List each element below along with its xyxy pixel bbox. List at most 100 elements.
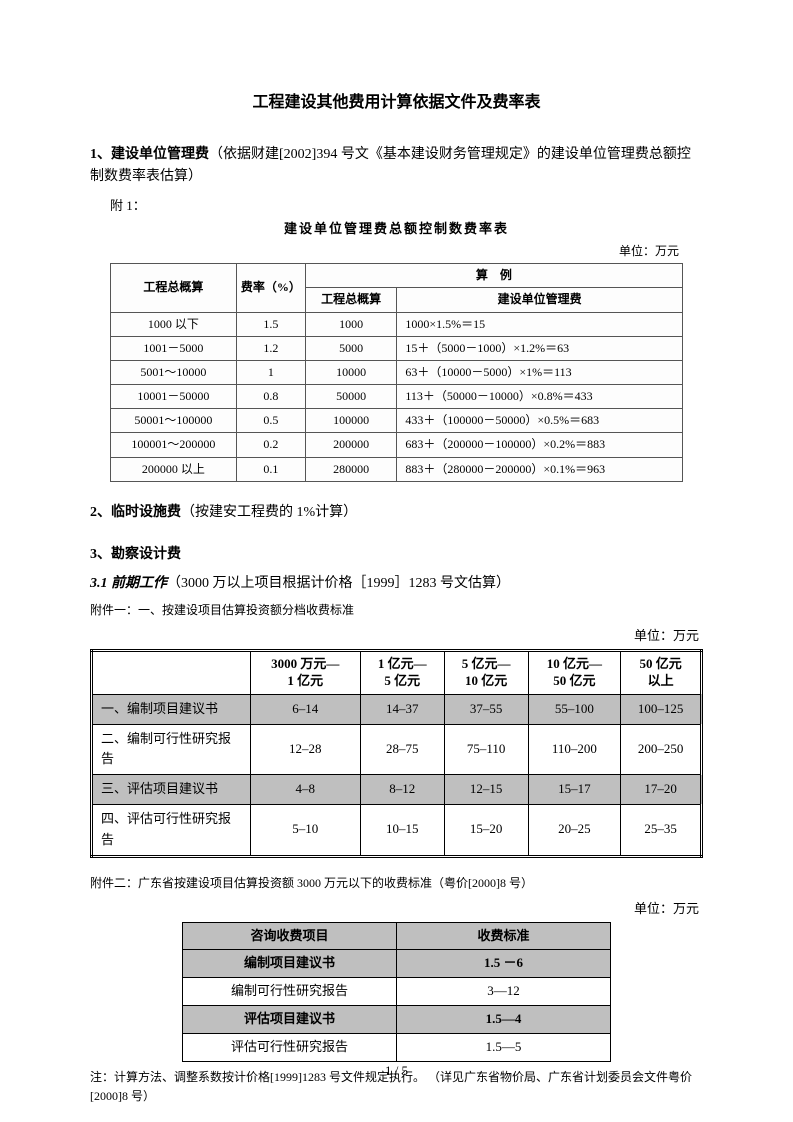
management-fee-table: 工程总概算 费率（%） 算 例 工程总概算 建设单位管理费 1000 以下1.5… bbox=[110, 263, 683, 482]
table-cell: 10–15 bbox=[360, 804, 444, 856]
table-cell: 25–35 bbox=[621, 804, 702, 856]
table-row: 三、评估项目建议书4–88–1212–1515–1717–20 bbox=[92, 775, 702, 805]
page-footer: 1 / 5 bbox=[0, 1061, 793, 1082]
t3-header-b: 收费标准 bbox=[397, 922, 611, 950]
scan-table-wrapper: 附 1： 建设单位管理费总额控制数费率表 单位：万元 工程总概算 费率（%） 算… bbox=[110, 196, 683, 481]
table-cell: 15–20 bbox=[444, 804, 528, 856]
table-cell: 200000 以上 bbox=[111, 457, 237, 481]
th-total: 工程总概算 bbox=[111, 264, 237, 312]
t2-col-header: 50 亿元以上 bbox=[621, 651, 702, 695]
scan-label: 附 1： bbox=[110, 196, 683, 217]
table-row: 四、评估可行性研究报告5–1010–1515–2020–2525–35 bbox=[92, 804, 702, 856]
table-cell: 12–15 bbox=[444, 775, 528, 805]
table-cell: 1000 以下 bbox=[111, 312, 237, 336]
t2-col-header: 5 亿元—10 亿元 bbox=[444, 651, 528, 695]
table-cell: 75–110 bbox=[444, 724, 528, 775]
table-cell: 1.5 －6 bbox=[397, 950, 611, 978]
th-example: 算 例 bbox=[305, 264, 682, 288]
t2-col-header: 10 亿元—50 亿元 bbox=[528, 651, 621, 695]
table-cell: 1.5—5 bbox=[397, 1033, 611, 1061]
table-cell: 6–14 bbox=[250, 694, 360, 724]
table-cell: 10001－50000 bbox=[111, 385, 237, 409]
section3_1-name: 前期工作 bbox=[111, 576, 167, 591]
table-row: 二、编制可行性研究报告12–2828–7575–110110–200200–25… bbox=[92, 724, 702, 775]
th-example-a: 工程总概算 bbox=[305, 288, 397, 312]
table-cell: 55–100 bbox=[528, 694, 621, 724]
t2-col-header: 1 亿元—5 亿元 bbox=[360, 651, 444, 695]
table-cell: 113＋（50000－10000）×0.8%＝433 bbox=[397, 385, 683, 409]
section1-heading: 1、建设单位管理费（依据财建[2002]394 号文《基本建设财务管理规定》的建… bbox=[90, 144, 703, 189]
table-cell: 3—12 bbox=[397, 978, 611, 1006]
table-cell: 110–200 bbox=[528, 724, 621, 775]
table-cell: 1 bbox=[236, 360, 305, 384]
table-cell: 1.5 bbox=[236, 312, 305, 336]
table-cell: 12–28 bbox=[250, 724, 360, 775]
attach2-unit: 单位：万元 bbox=[90, 899, 699, 920]
table-cell: 编制可行性研究报告 bbox=[182, 978, 396, 1006]
th-rate: 费率（%） bbox=[236, 264, 305, 312]
section3-heading: 3、勘察设计费 bbox=[90, 544, 703, 566]
table-row: 1000 以下1.510001000×1.5%＝15 bbox=[111, 312, 683, 336]
section2-heading: 2、临时设施费（按建安工程费的 1%计算） bbox=[90, 502, 703, 524]
table-cell: 评估项目建议书 bbox=[182, 1005, 396, 1033]
scan-unit: 单位：万元 bbox=[110, 242, 683, 261]
table-cell: 100000 bbox=[305, 409, 397, 433]
table-row: 100001～2000000.2200000683＋（200000－100000… bbox=[111, 433, 683, 457]
table-row: 一、编制项目建议书6–1414–3737–5555–100100–125 bbox=[92, 694, 702, 724]
table-row: 200000 以上0.1280000883＋（280000－200000）×0.… bbox=[111, 457, 683, 481]
th-example-b: 建设单位管理费 bbox=[397, 288, 683, 312]
table-row: 评估可行性研究报告1.5—5 bbox=[182, 1033, 610, 1061]
table-row: 评估项目建议书1.5—4 bbox=[182, 1005, 610, 1033]
table-cell: 8–12 bbox=[360, 775, 444, 805]
table-cell: 28–75 bbox=[360, 724, 444, 775]
attach2-label: 附件二：广东省按建设项目估算投资额 3000 万元以下的收费标准（粤价[2000… bbox=[90, 874, 703, 893]
table-row: 50001～1000000.5100000433＋（100000－50000）×… bbox=[111, 409, 683, 433]
table-cell: 200–250 bbox=[621, 724, 702, 775]
row-label: 一、编制项目建议书 bbox=[92, 694, 251, 724]
table-cell: 4–8 bbox=[250, 775, 360, 805]
table-cell: 5001～10000 bbox=[111, 360, 237, 384]
table-cell: 37–55 bbox=[444, 694, 528, 724]
table-cell: 20–25 bbox=[528, 804, 621, 856]
table-cell: 17–20 bbox=[621, 775, 702, 805]
table-cell: 100001～200000 bbox=[111, 433, 237, 457]
table-cell: 编制项目建议书 bbox=[182, 950, 396, 978]
attach1-unit: 单位：万元 bbox=[90, 626, 699, 647]
table-cell: 280000 bbox=[305, 457, 397, 481]
section3-number: 3、 bbox=[90, 547, 111, 562]
section1-name: 建设单位管理费 bbox=[111, 147, 209, 162]
page-title: 工程建设其他费用计算依据文件及费率表 bbox=[90, 90, 703, 116]
table-row: 1001－50001.2500015＋（5000－1000）×1.2%＝63 bbox=[111, 336, 683, 360]
attach1-label: 附件一：一、按建设项目估算投资额分档收费标准 bbox=[90, 601, 703, 620]
table-cell: 5000 bbox=[305, 336, 397, 360]
table-cell: 200000 bbox=[305, 433, 397, 457]
table-cell: 0.5 bbox=[236, 409, 305, 433]
section2-rest: （按建安工程费的 1%计算） bbox=[181, 505, 357, 520]
section3_1-rest: （3000 万以上项目根据计价格［1999］1283 号文估算） bbox=[167, 576, 510, 591]
row-label: 四、评估可行性研究报告 bbox=[92, 804, 251, 856]
section2-name: 临时设施费 bbox=[111, 505, 181, 520]
table-cell: 63＋（10000－5000）×1%＝113 bbox=[397, 360, 683, 384]
table-cell: 683＋（200000－100000）×0.2%＝883 bbox=[397, 433, 683, 457]
table-cell: 15＋（5000－1000）×1.2%＝63 bbox=[397, 336, 683, 360]
scan-title: 建设单位管理费总额控制数费率表 bbox=[110, 219, 683, 240]
fee-tier-table: 3000 万元—1 亿元1 亿元—5 亿元5 亿元—10 亿元10 亿元—50 … bbox=[90, 649, 703, 858]
table-row: 编制项目建议书1.5 －6 bbox=[182, 950, 610, 978]
table-row: 5001～1000011000063＋（10000－5000）×1%＝113 bbox=[111, 360, 683, 384]
table-cell: 0.8 bbox=[236, 385, 305, 409]
t2-col-header: 3000 万元—1 亿元 bbox=[250, 651, 360, 695]
table-cell: 883＋（280000－200000）×0.1%＝963 bbox=[397, 457, 683, 481]
section3_1-heading: 3.1 前期工作（3000 万以上项目根据计价格［1999］1283 号文估算） bbox=[90, 573, 703, 595]
table-cell: 15–17 bbox=[528, 775, 621, 805]
table-cell: 50001～100000 bbox=[111, 409, 237, 433]
section1-number: 1、 bbox=[90, 147, 111, 162]
table-cell: 1.2 bbox=[236, 336, 305, 360]
table-cell: 0.2 bbox=[236, 433, 305, 457]
section3_1-number: 3.1 bbox=[90, 576, 108, 591]
table-cell: 0.1 bbox=[236, 457, 305, 481]
table-row: 编制可行性研究报告3—12 bbox=[182, 978, 610, 1006]
table-cell: 1000×1.5%＝15 bbox=[397, 312, 683, 336]
table-cell: 1001－5000 bbox=[111, 336, 237, 360]
table-cell: 1000 bbox=[305, 312, 397, 336]
page: 工程建设其他费用计算依据文件及费率表 1、建设单位管理费（依据财建[2002]3… bbox=[0, 0, 793, 1122]
